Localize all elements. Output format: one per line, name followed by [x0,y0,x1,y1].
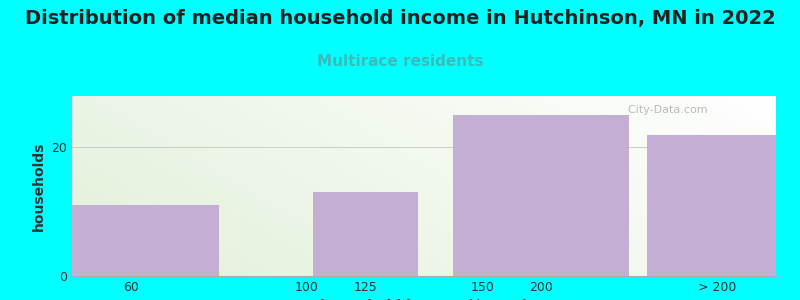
X-axis label: household income ($1000): household income ($1000) [320,299,528,300]
Bar [42,205,218,276]
Bar [313,192,418,276]
Text: Multirace residents: Multirace residents [317,54,483,69]
Bar [454,115,630,276]
Text: City-Data.com: City-Data.com [621,105,708,115]
Text: Distribution of median household income in Hutchinson, MN in 2022: Distribution of median household income … [25,9,775,28]
Y-axis label: households: households [32,141,46,231]
Bar [647,135,788,276]
